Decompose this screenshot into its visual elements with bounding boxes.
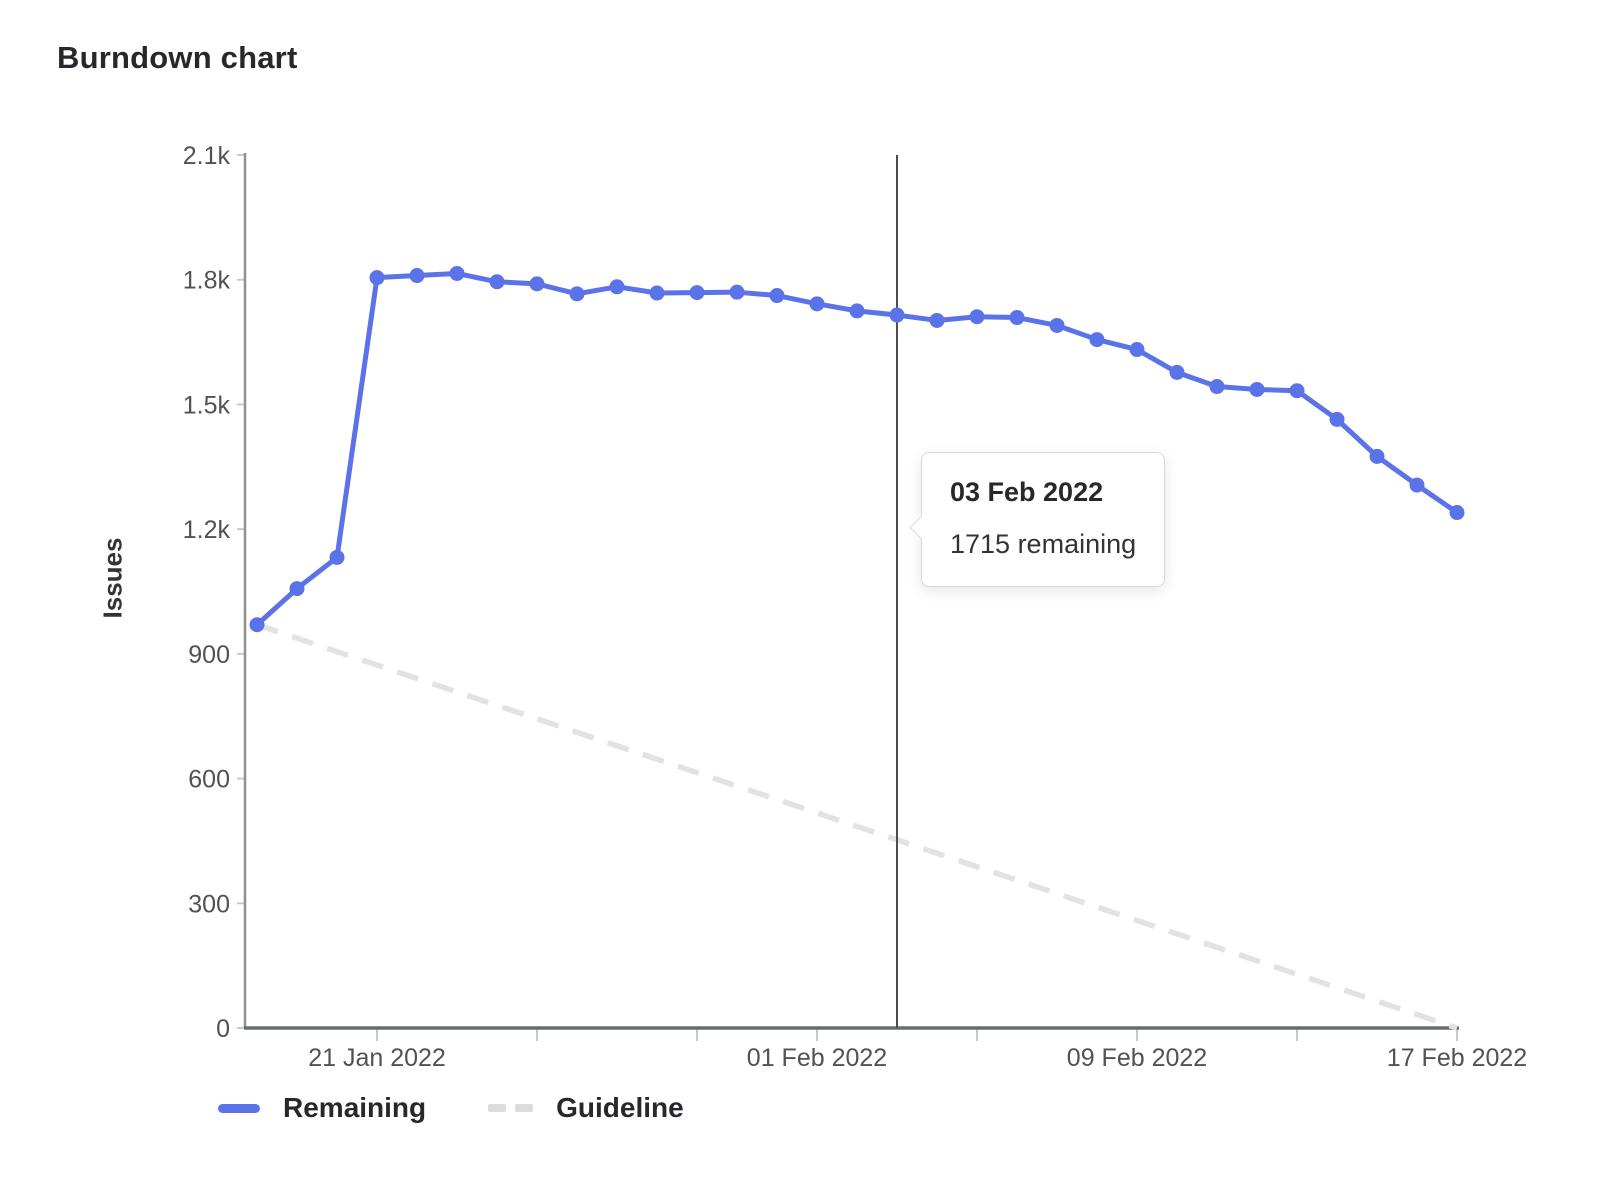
data-point[interactable] [969, 309, 985, 325]
x-axis-tick-label: 21 Jan 2022 [308, 1044, 446, 1072]
data-point[interactable] [809, 296, 825, 312]
data-point[interactable] [889, 307, 905, 323]
data-point[interactable] [1289, 383, 1305, 399]
data-point[interactable] [1409, 477, 1425, 493]
y-axis-tick-label: 1.5k [183, 391, 231, 419]
x-axis-tick-label: 09 Feb 2022 [1067, 1044, 1207, 1072]
data-point[interactable] [1249, 381, 1265, 397]
data-point[interactable] [1449, 505, 1465, 521]
legend-label-guideline: Guideline [556, 1092, 684, 1123]
data-point[interactable] [1329, 411, 1345, 427]
data-point[interactable] [849, 303, 865, 319]
y-axis-tick-label: 600 [188, 766, 230, 794]
data-point[interactable] [529, 276, 545, 292]
data-point[interactable] [689, 285, 705, 301]
legend-item-guideline[interactable]: Guideline [488, 1092, 684, 1124]
y-axis-tick-label: 2.1k [183, 142, 231, 170]
chart-legend: Remaining Guideline [218, 1092, 684, 1124]
data-point[interactable] [1049, 317, 1065, 333]
data-point[interactable] [729, 284, 745, 300]
data-point[interactable] [1169, 364, 1185, 380]
data-point[interactable] [1369, 448, 1385, 464]
data-point[interactable] [1089, 332, 1105, 348]
data-point[interactable] [929, 312, 945, 328]
data-point[interactable] [609, 279, 625, 295]
remaining-line-swatch-icon [218, 1103, 260, 1113]
y-axis-tick-label: 300 [188, 890, 230, 918]
guideline-dash-swatch-icon [488, 1104, 534, 1112]
data-point[interactable] [1009, 310, 1025, 326]
tooltip-date: 03 Feb 2022 [950, 477, 1104, 507]
data-point[interactable] [1129, 342, 1145, 358]
data-point[interactable] [1209, 379, 1225, 395]
legend-item-remaining[interactable]: Remaining [218, 1092, 426, 1124]
y-axis-tick-label: 0 [216, 1015, 230, 1043]
y-axis-tick-label: 900 [188, 641, 230, 669]
data-point[interactable] [369, 270, 385, 286]
guideline-line [256, 622, 1458, 1031]
x-axis-tick-label: 17 Feb 2022 [1387, 1044, 1527, 1072]
data-point[interactable] [489, 274, 505, 290]
data-point[interactable] [769, 288, 785, 304]
data-point[interactable] [329, 549, 345, 565]
data-point[interactable] [449, 265, 465, 281]
data-point[interactable] [409, 268, 425, 284]
data-point[interactable] [649, 285, 665, 301]
y-axis-tick-label: 1.2k [183, 516, 231, 544]
data-point[interactable] [569, 286, 585, 302]
remaining-line [254, 270, 1460, 628]
x-axis-tick-label: 01 Feb 2022 [747, 1044, 887, 1072]
y-axis-tick-label: 1.8k [183, 267, 231, 295]
page-title: Burndown chart [57, 40, 298, 75]
data-point[interactable] [289, 581, 305, 597]
chart-tooltip: 03 Feb 2022 1715 remaining [909, 452, 1166, 587]
legend-label-remaining: Remaining [283, 1092, 427, 1123]
data-point[interactable] [249, 617, 265, 633]
tooltip-remaining: 1715 remaining [950, 529, 1137, 559]
